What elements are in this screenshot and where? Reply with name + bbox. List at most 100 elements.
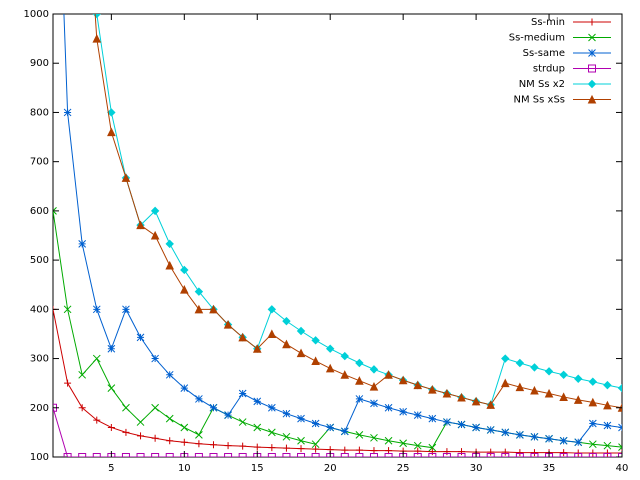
marker: [384, 453, 393, 457]
marker: [136, 453, 145, 457]
marker: [574, 453, 583, 457]
marker: [195, 430, 203, 439]
marker: [530, 453, 539, 457]
marker: [151, 453, 160, 457]
marker: [516, 449, 524, 457]
marker: [165, 414, 174, 423]
marker: [92, 14, 101, 19]
marker: [486, 453, 495, 457]
marker: [107, 344, 116, 353]
marker: [92, 354, 101, 363]
marker: [340, 453, 349, 457]
marker: [413, 380, 423, 390]
marker: [486, 426, 495, 434]
marker: [560, 449, 568, 457]
marker: [180, 438, 188, 446]
marker: [544, 367, 554, 376]
marker: [179, 285, 189, 294]
marker: [443, 418, 451, 426]
marker: [515, 358, 525, 368]
marker: [121, 173, 131, 182]
marker: [238, 453, 247, 457]
marker: [107, 384, 116, 392]
marker: [588, 18, 596, 26]
marker: [165, 239, 174, 249]
marker: [618, 423, 622, 432]
marker: [428, 443, 437, 452]
marker: [618, 443, 622, 452]
marker: [588, 419, 597, 428]
series-line: [53, 309, 622, 454]
marker: [180, 453, 189, 457]
marker: [268, 444, 276, 452]
marker: [267, 428, 276, 437]
marker: [369, 381, 379, 391]
marker: [588, 453, 597, 457]
marker: [297, 414, 305, 423]
marker: [530, 363, 539, 372]
marker: [107, 127, 116, 137]
marker: [107, 423, 115, 431]
marker: [516, 430, 524, 439]
marker: [428, 453, 437, 457]
marker: [545, 434, 553, 443]
marker: [63, 305, 72, 314]
marker: [501, 448, 509, 456]
marker: [151, 354, 159, 363]
legend-label: Ss-min: [531, 17, 565, 28]
marker: [150, 206, 160, 216]
marker: [399, 407, 408, 416]
marker: [297, 445, 305, 453]
x-tick-label: 15: [251, 463, 264, 474]
marker: [122, 305, 130, 314]
marker: [136, 418, 145, 426]
marker: [92, 305, 101, 314]
marker: [253, 453, 262, 457]
marker: [530, 385, 539, 395]
x-tick-label: 30: [470, 463, 483, 474]
marker: [545, 453, 554, 457]
y-tick-label: 400: [30, 304, 49, 315]
marker: [165, 260, 175, 270]
y-tick-label: 500: [30, 255, 49, 266]
marker: [588, 64, 596, 73]
marker: [107, 108, 116, 117]
marker: [617, 383, 622, 393]
marker: [472, 453, 481, 457]
marker: [428, 448, 436, 456]
marker: [136, 333, 145, 342]
marker: [369, 365, 379, 374]
marker: [370, 447, 378, 455]
x-tick-label: 35: [543, 463, 556, 474]
marker: [238, 418, 247, 426]
y-tick-label: 700: [30, 157, 49, 168]
marker: [442, 388, 452, 398]
marker: [326, 453, 335, 457]
series-line: [96, 14, 622, 406]
marker: [341, 446, 349, 454]
y-tick-label: 800: [30, 107, 49, 118]
marker: [282, 453, 291, 457]
marker: [384, 370, 393, 379]
marker: [78, 404, 86, 412]
y-tick-label: 1000: [24, 9, 49, 20]
marker: [209, 304, 218, 314]
marker: [457, 453, 466, 457]
marker: [398, 375, 408, 385]
marker: [209, 441, 217, 449]
marker: [471, 396, 481, 406]
marker: [282, 316, 291, 326]
legend-label: strdup: [533, 64, 565, 75]
marker: [588, 377, 598, 386]
marker: [282, 409, 291, 418]
x-tick-label: 20: [324, 463, 337, 474]
legend-label: Ss-medium: [509, 33, 565, 44]
marker: [78, 240, 87, 248]
y-tick-label: 900: [30, 58, 49, 69]
marker: [253, 397, 262, 406]
marker: [428, 384, 437, 394]
marker: [166, 437, 174, 445]
marker: [587, 94, 597, 104]
marker: [107, 453, 116, 457]
marker: [340, 370, 350, 379]
